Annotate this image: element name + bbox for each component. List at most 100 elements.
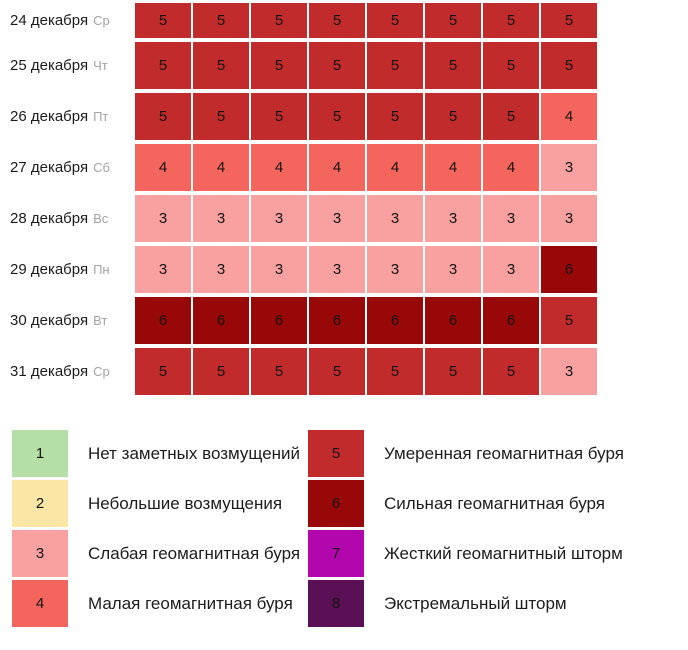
kindex-cell: 5: [425, 348, 481, 395]
kindex-cell: 5: [193, 42, 249, 89]
kindex-cell: 3: [251, 246, 307, 293]
kindex-cell: 5: [309, 348, 365, 395]
legend-item: 2 Небольшие возмущения: [12, 480, 308, 527]
legend-item: 6 Сильная геомагнитная буря: [308, 480, 688, 527]
date-row-label: 30 декабря Вт: [0, 297, 133, 344]
kindex-cell: 4: [251, 144, 307, 191]
kindex-cell: 5: [135, 348, 191, 395]
weekday-text: Ср: [93, 364, 110, 379]
kindex-cell: 5: [483, 348, 539, 395]
kindex-cell: 3: [541, 144, 597, 191]
kindex-cell: 3: [309, 195, 365, 242]
legend-item: 3 Слабая геомагнитная буря: [12, 530, 308, 577]
kindex-cell: 5: [367, 3, 423, 38]
legend-label: Малая геомагнитная буря: [88, 593, 293, 613]
legend-swatch: 2: [12, 480, 68, 527]
kindex-cell: 3: [483, 246, 539, 293]
kindex-cell: 3: [541, 195, 597, 242]
legend-item: 1 Нет заметных возмущений: [12, 430, 308, 477]
weekday-text: Пн: [93, 262, 110, 277]
kindex-cell: 5: [483, 93, 539, 140]
legend-swatch: 4: [12, 580, 68, 627]
kindex-cell: 3: [135, 246, 191, 293]
kindex-cell: 4: [193, 144, 249, 191]
date-row-label: 26 декабря Пт: [0, 93, 133, 140]
weekday-text: Вт: [93, 313, 108, 328]
kindex-cell: 6: [251, 297, 307, 344]
legend-column-left: 1 Нет заметных возмущений 2 Небольшие возму…: [12, 430, 308, 627]
kindex-cell: 5: [309, 42, 365, 89]
legend-label: Умеренная геомагнитная буря: [384, 443, 624, 463]
kindex-cell: 5: [483, 42, 539, 89]
kindex-cell: 3: [425, 246, 481, 293]
date-text: 24 декабря: [10, 12, 89, 29]
kindex-cell: 3: [309, 246, 365, 293]
kindex-cell: 5: [135, 3, 191, 38]
weekday-text: Пт: [93, 109, 109, 124]
legend-swatch: 8: [308, 580, 364, 627]
date-row-label: 24 декабря Ср: [0, 3, 133, 38]
date-text: 25 декабря: [10, 57, 89, 74]
kindex-cell: 3: [425, 195, 481, 242]
weekday-text: Чт: [93, 58, 108, 73]
kindex-cell: 5: [251, 3, 307, 38]
forecast-heatmap-table: 24 декабря Ср 5 5 5 5 5 5 5 5 25 декабря Чт 5 5 5 5 5 5 5 5…: [0, 3, 597, 395]
kindex-cell: 4: [483, 144, 539, 191]
kindex-cell: 5: [425, 93, 481, 140]
kindex-cell: 6: [135, 297, 191, 344]
kindex-cell: 4: [541, 93, 597, 140]
weekday-text: Сб: [93, 160, 110, 175]
legend-label: Сильная геомагнитная буря: [384, 493, 605, 513]
kindex-cell: 5: [135, 42, 191, 89]
legend-swatch: 5: [308, 430, 364, 477]
kindex-cell: 5: [193, 348, 249, 395]
legend-swatch: 3: [12, 530, 68, 577]
kindex-cell: 3: [483, 195, 539, 242]
kindex-cell: 6: [367, 297, 423, 344]
date-row-label: 25 декабря Чт: [0, 42, 133, 89]
kindex-cell: 5: [367, 93, 423, 140]
kindex-cell: 3: [367, 195, 423, 242]
kindex-cell: 5: [193, 3, 249, 38]
legend-item: 4 Малая геомагнитная буря: [12, 580, 308, 627]
kindex-cell: 5: [135, 93, 191, 140]
kindex-cell: 5: [367, 348, 423, 395]
weekday-text: Ср: [93, 13, 110, 28]
legend-label: Нет заметных возмущений: [88, 443, 301, 463]
date-text: 30 декабря: [10, 312, 89, 329]
kindex-cell: 5: [541, 42, 597, 89]
kindex-cell: 3: [367, 246, 423, 293]
kindex-cell: 3: [193, 195, 249, 242]
date-text: 26 декабря: [10, 108, 89, 125]
legend-swatch: 6: [308, 480, 364, 527]
date-text: 27 декабря: [10, 159, 89, 176]
kindex-cell: 4: [367, 144, 423, 191]
kindex-cell: 5: [541, 297, 597, 344]
weekday-text: Вс: [93, 211, 109, 226]
legend-item: 7 Жесткий геомагнитный шторм: [308, 530, 688, 577]
kindex-cell: 5: [541, 3, 597, 38]
kindex-cell: 5: [251, 42, 307, 89]
legend-swatch: 7: [308, 530, 364, 577]
kindex-cell: 5: [483, 3, 539, 38]
kindex-cell: 5: [193, 93, 249, 140]
kindex-cell: 5: [425, 3, 481, 38]
kindex-legend: 1 Нет заметных возмущений 2 Небольшие возму…: [12, 430, 688, 627]
legend-column-right: 5 Умеренная геомагнитная буря 6 Сильная гео…: [308, 430, 688, 627]
kindex-cell: 3: [251, 195, 307, 242]
legend-item: 8 Экстремальный шторм: [308, 580, 688, 627]
kindex-cell: 5: [425, 42, 481, 89]
legend-label: Экстремальный шторм: [384, 593, 567, 613]
date-row-label: 31 декабря Ср: [0, 348, 133, 395]
legend-label: Жесткий геомагнитный шторм: [384, 543, 623, 563]
kindex-cell: 6: [541, 246, 597, 293]
date-text: 31 декабря: [10, 363, 89, 380]
kindex-cell: 6: [425, 297, 481, 344]
kindex-cell: 4: [135, 144, 191, 191]
kindex-cell: 3: [193, 246, 249, 293]
legend-item: 5 Умеренная геомагнитная буря: [308, 430, 688, 477]
kindex-cell: 3: [541, 348, 597, 395]
kindex-cell: 6: [483, 297, 539, 344]
kindex-cell: 5: [251, 348, 307, 395]
